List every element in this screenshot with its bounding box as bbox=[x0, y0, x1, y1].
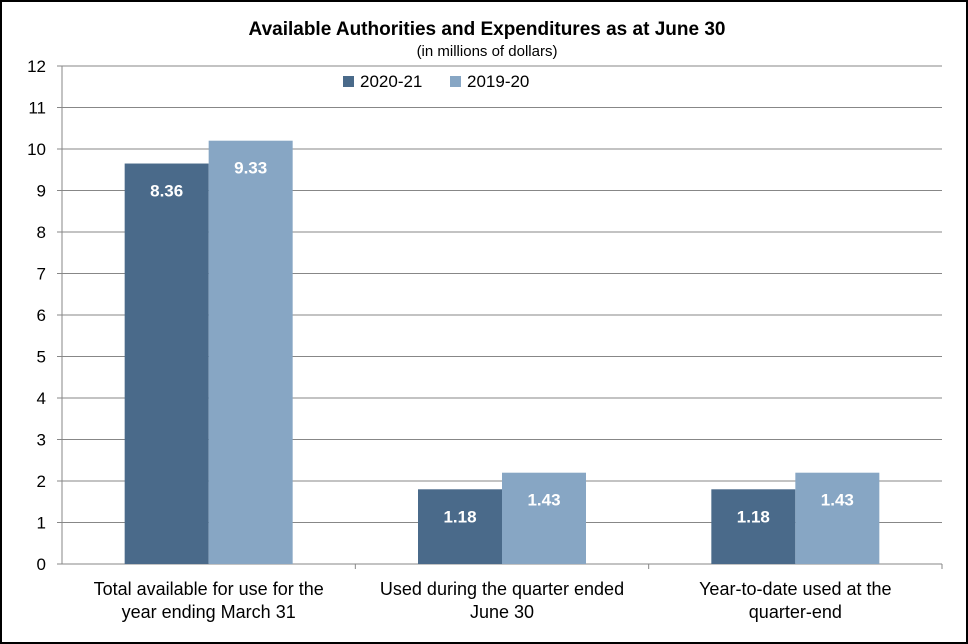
x-axis-categories: Total available for use for the year endi… bbox=[94, 579, 892, 622]
x-category-label: year ending March 31 bbox=[122, 602, 296, 622]
x-category-label: Used during the quarter ended bbox=[380, 579, 624, 599]
chart-subtitle: (in millions of dollars) bbox=[417, 43, 558, 60]
y-tick-label: 10 bbox=[27, 140, 46, 159]
data-label: 1.18 bbox=[737, 507, 770, 526]
data-label: 1.18 bbox=[443, 507, 476, 526]
data-label: 1.43 bbox=[527, 491, 560, 510]
y-tick-label: 5 bbox=[37, 348, 46, 367]
legend-swatch bbox=[343, 76, 354, 87]
legend-swatch bbox=[450, 76, 461, 87]
y-tick-label: 7 bbox=[37, 265, 46, 284]
bars bbox=[124, 140, 880, 564]
chart-title: Available Authorities and Expenditures a… bbox=[249, 19, 726, 40]
bar-2019-20-1 bbox=[502, 472, 586, 564]
data-labels: 8.36 9.33 1.18 1.43 1.18 1.43 bbox=[150, 159, 854, 527]
y-tick-label: 11 bbox=[28, 99, 46, 118]
legend-label: 2019-20 bbox=[467, 72, 529, 91]
y-tick-label: 12 bbox=[27, 57, 46, 76]
x-category-label: quarter-end bbox=[749, 602, 842, 622]
bar-2020-21-1 bbox=[418, 489, 502, 564]
y-tick-label: 4 bbox=[37, 389, 46, 408]
y-tick-label: 8 bbox=[37, 223, 46, 242]
bar-2019-20-2 bbox=[795, 472, 880, 564]
y-tick-label: 2 bbox=[37, 472, 46, 491]
x-category-label: June 30 bbox=[470, 602, 534, 622]
legend-label: 2020-21 bbox=[360, 72, 422, 91]
bar-2019-20-0 bbox=[208, 140, 293, 564]
bar-2020-21-2 bbox=[711, 489, 796, 564]
y-tick-label: 9 bbox=[37, 182, 46, 201]
x-category-label: Total available for use for the bbox=[94, 579, 324, 599]
data-label: 1.43 bbox=[821, 491, 854, 510]
bar-2020-21-0 bbox=[124, 163, 209, 564]
data-label: 9.33 bbox=[234, 159, 267, 178]
x-category-label: Year-to-date used at the bbox=[699, 579, 891, 599]
data-label: 8.36 bbox=[150, 182, 183, 201]
y-tick-label: 6 bbox=[37, 306, 46, 325]
y-tick-label: 0 bbox=[37, 555, 46, 574]
y-tick-label: 3 bbox=[37, 431, 46, 450]
legend: 2020-21 2019-20 bbox=[343, 72, 529, 91]
y-tick-label: 1 bbox=[37, 514, 46, 533]
